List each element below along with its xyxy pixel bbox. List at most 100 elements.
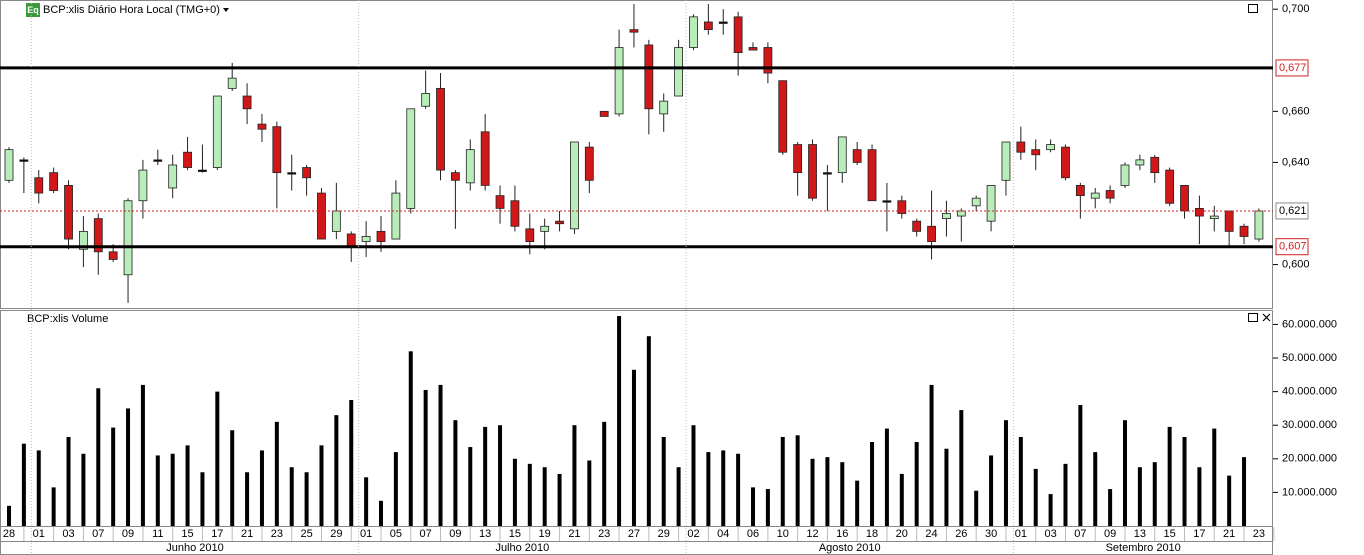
volume-bar [364,477,369,526]
x-tick-label: 15 [181,528,193,540]
volume-bar [1227,475,1232,526]
badge-bg[interactable] [26,3,40,17]
volume-bar [468,447,473,526]
candle-body [1254,210,1264,240]
x-tick-label: 07 [92,528,104,540]
candle-body [1120,164,1130,186]
x-tick-label: 23 [598,528,610,540]
x-tick-label: 21 [1223,528,1235,540]
volume-bar [1093,452,1098,526]
candle-body [421,93,431,107]
candle-body [346,233,356,248]
candle-body [644,44,654,110]
badge[interactable]: Eq [27,5,39,15]
candle-body [436,87,445,171]
y-tick-label: 10.000.000 [1282,486,1337,498]
maximize-button[interactable] [1248,4,1258,13]
close-button[interactable] [1262,313,1271,322]
volume-bar [944,448,949,526]
x-tick-label: 10 [777,528,789,540]
volume-bar [66,436,71,526]
candle-body [49,172,59,191]
candle-body [34,177,44,194]
candle-body [108,251,118,260]
volume-bar [557,473,562,526]
candle-body [733,16,743,54]
x-tick-label: 18 [866,528,878,540]
x-tick-label: 19 [539,528,551,540]
volume-bar [974,490,979,526]
candle-body [317,192,326,240]
volume-title: BCP:xlis Volume [27,313,108,325]
candle-body [837,136,847,174]
volume-bar [989,455,994,526]
candle-body [168,164,178,189]
x-tick-label: 07 [1074,528,1086,540]
candle-body [882,200,892,203]
level-label: 0,607 [1279,241,1307,253]
volume-bar [155,455,160,526]
x-tick-label: 03 [62,528,74,540]
candle-body [763,47,773,74]
candle-body [867,149,877,202]
x-tick-label: 13 [479,528,491,540]
volume-bar [408,351,413,526]
volume-bar [631,369,636,526]
x-tick-label: 17 [1193,528,1205,540]
candle-body [1195,207,1204,217]
volume-bar [765,489,770,526]
maximize-button[interactable] [1248,313,1258,322]
volume-bar [691,425,696,526]
volume-bar [259,450,264,526]
candle-body [465,149,475,184]
volume-bar [185,445,190,526]
volume-bar [438,384,443,526]
volume-bar [1137,467,1142,526]
candle-body [64,185,73,240]
candle-body [942,213,951,220]
volume-bar [676,467,681,526]
candle-body [79,230,88,250]
volume-bar [1182,436,1187,526]
volume-bar [587,460,592,526]
candle-body [212,95,222,168]
candle-body [525,228,535,242]
title-dropdown[interactable] [223,8,229,12]
volume-bar [230,430,235,526]
candle-body [584,146,594,181]
volume-bar [215,391,220,526]
candle-body [257,123,267,130]
candle-body [4,149,14,181]
volume-bar [126,408,131,526]
candle-body [570,141,579,230]
month-label: Agosto 2010 [819,542,881,554]
candle-body [450,172,460,181]
candle-body [852,149,862,163]
volume-bar [170,453,175,526]
candle-body [823,172,832,175]
price-title[interactable]: BCP:xlis Diário Hora Local (TMG+0) [43,4,220,16]
candle-body [480,131,490,186]
volume-bar [572,425,577,526]
x-tick-label: 15 [1164,528,1176,540]
x-tick-label: 09 [449,528,461,540]
level-label-box [1275,59,1309,77]
month-label: Julho 2010 [495,542,549,554]
volume-bar [140,384,145,526]
x-tick-label: 23 [1253,528,1265,540]
volume-bar [96,388,101,526]
candle-body [138,169,148,202]
x-tick-label: 11 [152,528,163,540]
volume-bar [245,472,250,526]
x-tick-label: 26 [955,528,967,540]
candle-body [1135,159,1145,166]
volume-bar [1078,405,1083,526]
x-tick-label: 16 [836,528,848,540]
y-tick-label: 0,640 [1282,156,1310,168]
candle-body [1150,156,1160,174]
volume-bar [929,384,934,526]
candle-body [1165,169,1175,204]
x-tick-label: 02 [687,528,699,540]
candle-body [331,210,341,232]
volume-bar [1167,426,1172,526]
